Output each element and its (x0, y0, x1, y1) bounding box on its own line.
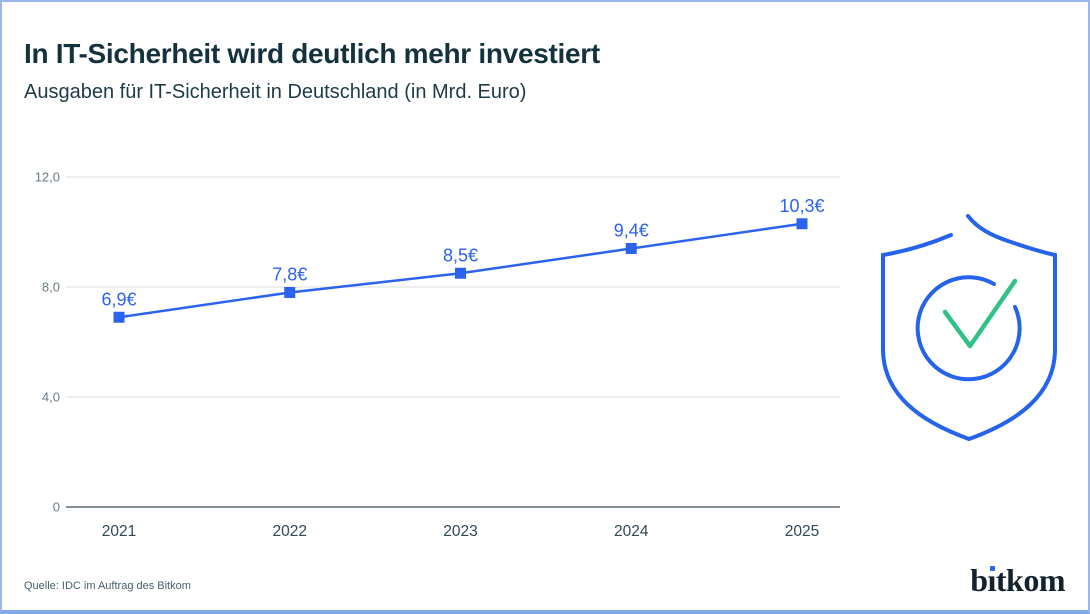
y-tick-label: 4,0 (42, 390, 60, 405)
data-point-label: 10,3€ (779, 196, 824, 216)
y-axis-labels: 0 4,0 8,0 12,0 (35, 170, 60, 515)
y-gridlines (66, 176, 840, 508)
page-subtitle: Ausgaben für IT-Sicherheit in Deutschlan… (24, 81, 527, 103)
data-labels: 6,9€ 7,8€ 8,5€ 9,4€ 10,3€ (101, 196, 824, 310)
source-note: Quelle: IDC im Auftrag des Bitkom (24, 580, 191, 592)
shield-check-icon (881, 214, 1057, 441)
data-point-marker (796, 218, 808, 230)
y-tick-label: 8,0 (42, 280, 60, 295)
data-point-label: 6,9€ (101, 289, 136, 309)
x-tick-label: 2023 (443, 523, 477, 540)
x-axis-labels: 2021 2022 2023 2024 2025 (102, 523, 819, 540)
x-tick-label: 2025 (785, 523, 819, 540)
bitkom-logo: bıtkom (970, 560, 1065, 600)
y-tick-label: 12,0 (35, 170, 60, 185)
x-tick-label: 2024 (614, 523, 649, 540)
data-point-label: 7,8€ (272, 265, 307, 285)
y-tick-label: 0 (53, 500, 60, 515)
header: In IT-Sicherheit wird deutlich mehr inve… (24, 38, 600, 104)
shield-left-outline (881, 233, 971, 441)
inner-circle-arc (915, 275, 1022, 382)
bitkom-logo-text: bıtkom (970, 562, 1065, 598)
data-point-marker (625, 243, 637, 254)
shield-right-outline (966, 214, 1057, 441)
page-title: In IT-Sicherheit wird deutlich mehr inve… (24, 38, 600, 69)
x-tick-label: 2022 (273, 523, 307, 540)
data-point-label: 9,4€ (614, 221, 649, 241)
data-point-marker (284, 287, 296, 298)
data-point-marker (455, 267, 466, 279)
logo-i-dot (989, 566, 995, 571)
x-tick-label: 2021 (102, 523, 136, 540)
data-point-marker (113, 311, 125, 323)
data-point-label: 8,5€ (443, 245, 478, 265)
data-points (113, 218, 808, 323)
checkmark-icon (942, 278, 1018, 349)
